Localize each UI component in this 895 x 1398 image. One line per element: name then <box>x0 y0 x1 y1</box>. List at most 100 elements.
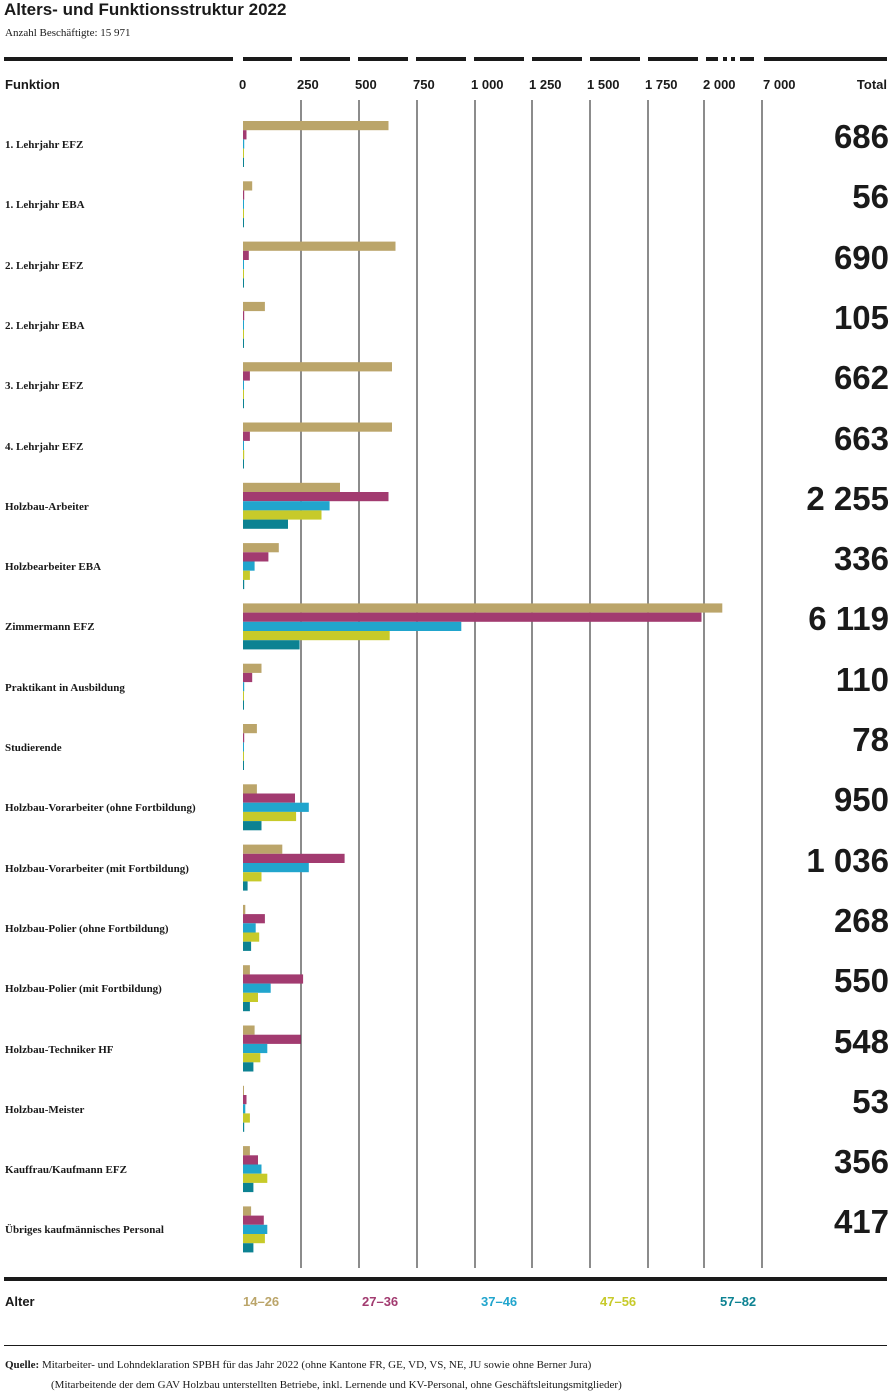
bar <box>243 1173 268 1183</box>
top-rule <box>706 57 718 61</box>
top-rule <box>648 57 698 61</box>
bar <box>243 208 244 219</box>
bar <box>243 700 244 710</box>
bar <box>243 733 245 743</box>
row-label: Holzbau-Vorarbeiter (ohne Fortbildung) <box>5 802 196 815</box>
row-total: 1 036 <box>806 841 889 879</box>
bar <box>243 1025 255 1035</box>
row-label: Holzbau-Arbeiter <box>5 500 89 513</box>
bar <box>243 311 245 321</box>
bar <box>243 1122 245 1132</box>
top-rule <box>474 57 524 61</box>
row-total: 548 <box>833 1022 889 1060</box>
bar <box>243 965 250 975</box>
row-total: 6 119 <box>808 600 889 638</box>
legend-age-14-26: 14–26 <box>243 1294 280 1309</box>
bar <box>243 612 702 622</box>
bar <box>243 260 244 270</box>
bar <box>243 992 258 1002</box>
tick-label: 1 000 <box>471 77 504 92</box>
bar <box>243 1043 268 1054</box>
row-label: Holzbau-Vorarbeiter (mit Fortbildung) <box>5 862 189 875</box>
bar <box>243 760 244 770</box>
tick-label: 750 <box>413 77 435 92</box>
bar <box>243 519 288 529</box>
row-label: 3. Lehrjahr EFZ <box>5 380 84 393</box>
row-label: Holzbearbeiter EBA <box>5 561 102 574</box>
top-rule <box>4 57 233 61</box>
column-header-total: Total <box>856 77 887 92</box>
bar <box>243 241 396 251</box>
bar <box>243 1002 250 1012</box>
tick-label: 1 500 <box>587 77 620 92</box>
bar <box>243 923 256 933</box>
bar <box>243 941 252 951</box>
bar <box>243 802 309 812</box>
row-total: 356 <box>833 1143 889 1181</box>
row-label: Holzbau-Polier (ohne Fortbildung) <box>5 922 169 935</box>
legend-age-37-46: 37–46 <box>481 1294 518 1309</box>
bar <box>243 932 260 942</box>
bar <box>243 1113 250 1123</box>
bar <box>243 1182 254 1193</box>
bar <box>243 139 245 149</box>
row-label: 1. Lehrjahr EBA <box>5 199 85 212</box>
source-line-1: Mitarbeiter- und Lohndeklaration SPBH fü… <box>41 1359 592 1371</box>
bar <box>243 492 389 502</box>
bar <box>243 543 279 553</box>
bar <box>243 1243 254 1253</box>
row-label: 2. Lehrjahr EBA <box>5 319 85 332</box>
bar <box>243 501 330 511</box>
chart-title: Alters- und Funktionsstruktur 2022 <box>4 0 287 19</box>
bar <box>243 1053 261 1063</box>
bar <box>243 1095 247 1105</box>
bar <box>243 157 244 167</box>
bar <box>243 399 244 409</box>
row-total: 663 <box>833 419 889 457</box>
row-total: 53 <box>852 1082 889 1120</box>
legend-age-47-56: 47–56 <box>600 1294 637 1309</box>
bar <box>243 450 245 460</box>
bar <box>243 130 247 140</box>
bar <box>243 691 244 701</box>
top-rule <box>243 57 292 61</box>
bar <box>243 724 257 734</box>
bar <box>243 561 255 571</box>
row-label: Übriges kaufmännisches Personal <box>5 1224 164 1237</box>
legend-age-57-82: 57–82 <box>720 1294 757 1309</box>
bar <box>243 1155 258 1165</box>
row-label: 4. Lehrjahr EFZ <box>5 440 84 453</box>
bar <box>243 148 244 158</box>
row-label: 1. Lehrjahr EFZ <box>5 139 84 151</box>
bar <box>243 1206 252 1216</box>
row-label: Holzbau-Techniker HF <box>5 1043 114 1056</box>
bar <box>243 440 244 451</box>
bar <box>243 301 265 312</box>
bar <box>243 881 248 891</box>
bar <box>243 1234 265 1244</box>
row-label: Zimmermann EFZ <box>5 621 95 634</box>
source-rule <box>4 1345 887 1346</box>
bar <box>243 863 309 873</box>
bar <box>243 821 262 831</box>
top-rule <box>740 57 754 61</box>
tick-label: 250 <box>297 77 319 92</box>
bar <box>243 422 392 432</box>
tick-label: 1 750 <box>645 77 678 92</box>
row-total: 550 <box>833 962 889 1000</box>
bar <box>243 199 244 209</box>
bottom-rule <box>4 1277 887 1281</box>
bar <box>243 742 244 752</box>
bar <box>243 181 253 191</box>
legend-age-27-36: 27–36 <box>362 1294 399 1309</box>
bar <box>243 914 265 924</box>
row-label: Studierende <box>5 742 62 754</box>
bar <box>243 1224 268 1234</box>
row-total: 336 <box>833 540 889 578</box>
bar <box>243 621 462 631</box>
chart-subtitle: Anzahl Beschäftigte: 15 971 <box>5 27 131 39</box>
bar <box>243 1164 262 1174</box>
bar <box>243 672 253 683</box>
bar <box>243 1085 244 1095</box>
